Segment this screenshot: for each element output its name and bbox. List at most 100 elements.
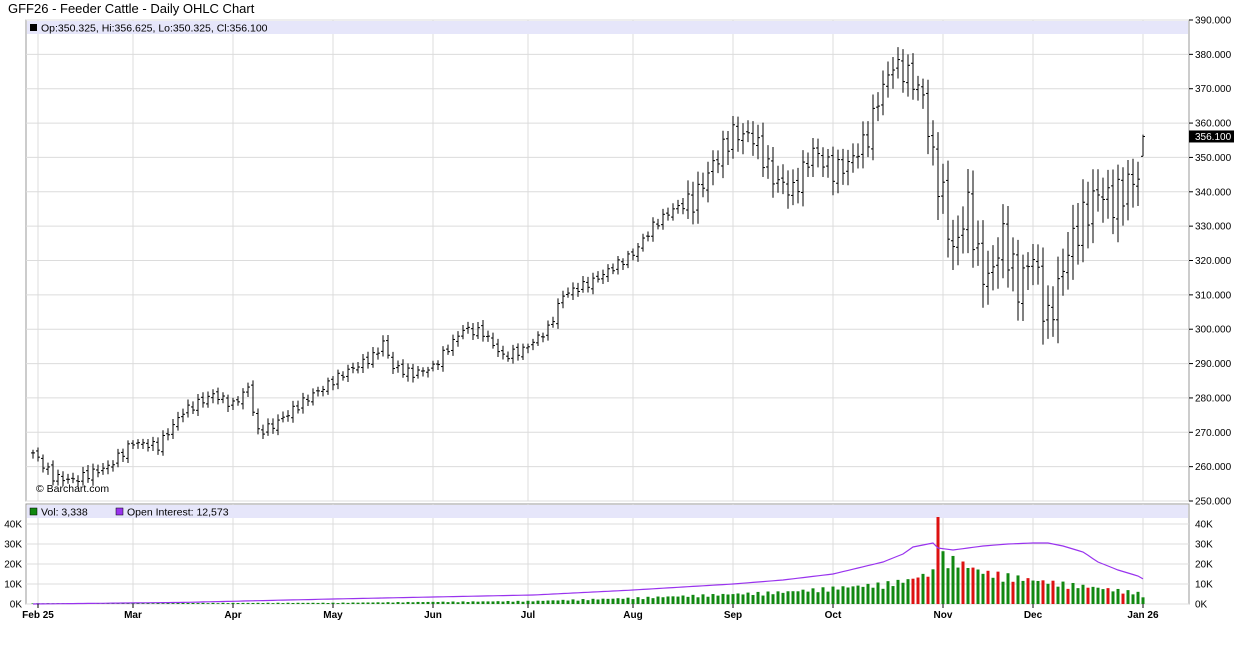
volume-bar bbox=[1086, 587, 1090, 604]
price-panel: 250.000 260.000 270.000 280.000 290.000 300.0… bbox=[25, 16, 1234, 508]
volume-bar bbox=[341, 602, 345, 604]
volume-bar bbox=[566, 600, 570, 604]
oi-legend-label: Open Interest: 12,573 bbox=[127, 507, 229, 519]
volume-bar bbox=[801, 589, 805, 604]
volume-bar bbox=[841, 586, 845, 604]
volume-bar bbox=[251, 602, 255, 604]
volume-bar bbox=[146, 602, 150, 604]
volume-bar bbox=[191, 602, 195, 604]
volume-bar bbox=[166, 602, 170, 604]
volume-bar bbox=[861, 586, 865, 604]
price-tick-label: 360.000 bbox=[1195, 119, 1232, 130]
volume-bar bbox=[201, 602, 205, 604]
volume-bar bbox=[1126, 590, 1130, 604]
volume-bar bbox=[541, 600, 545, 604]
price-tick-label: 270.000 bbox=[1195, 428, 1232, 439]
volume-bar bbox=[1071, 582, 1075, 604]
volume-bar bbox=[561, 599, 565, 604]
volume-bar bbox=[631, 599, 635, 604]
volume-bar bbox=[236, 602, 240, 604]
volume-bar bbox=[636, 597, 640, 604]
volume-bar bbox=[306, 602, 310, 604]
volume-bar bbox=[1026, 578, 1030, 604]
volume-bar bbox=[336, 603, 340, 604]
volume-bars bbox=[31, 517, 1145, 604]
price-tick-label: 290.000 bbox=[1195, 359, 1232, 370]
volume-bar bbox=[996, 571, 1000, 604]
volume-left-tick-label: 30K bbox=[4, 540, 22, 551]
volume-bar bbox=[231, 602, 235, 604]
volume-bar bbox=[301, 602, 305, 604]
volume-bar bbox=[641, 599, 645, 604]
volume-bar bbox=[456, 602, 460, 604]
volume-bar bbox=[546, 600, 550, 604]
volume-bar bbox=[411, 602, 415, 604]
volume-bar bbox=[906, 579, 910, 604]
volume-bar bbox=[366, 602, 370, 604]
volume-bar bbox=[786, 591, 790, 604]
volume-bar bbox=[531, 601, 535, 604]
volume-bar bbox=[556, 600, 560, 604]
volume-bar bbox=[206, 603, 210, 604]
volume-bar bbox=[866, 583, 870, 604]
volume-bar bbox=[706, 596, 710, 604]
volume-bar bbox=[406, 601, 410, 604]
volume-bar bbox=[661, 597, 665, 604]
volume-bar bbox=[481, 601, 485, 604]
volume-bar bbox=[836, 589, 840, 604]
volume-bar bbox=[626, 597, 630, 604]
volume-bar bbox=[521, 601, 525, 604]
volume-bar bbox=[666, 596, 670, 604]
price-tick-label: 310.000 bbox=[1195, 290, 1232, 301]
volume-left-tick-label: 40K bbox=[4, 520, 22, 531]
volume-bar bbox=[671, 596, 675, 604]
volume-bar bbox=[721, 593, 725, 604]
price-tick-label: 300.000 bbox=[1195, 325, 1232, 336]
volume-bar bbox=[751, 594, 755, 604]
info-bar-text: Op:350.325, Hi:356.625, Lo:350.325, Cl:3… bbox=[41, 23, 268, 35]
volume-bar bbox=[446, 602, 450, 604]
volume-bar bbox=[601, 598, 605, 604]
volume-bar bbox=[296, 602, 300, 604]
volume-bar bbox=[771, 594, 775, 604]
price-axis: 250.000 260.000 270.000 280.000 290.000 300.0… bbox=[1189, 16, 1232, 508]
volume-bar bbox=[1031, 580, 1035, 604]
volume-bar bbox=[386, 602, 390, 604]
volume-right-tick-label: 10K bbox=[1195, 580, 1213, 591]
date-tick-label: Aug bbox=[623, 610, 642, 621]
volume-bar bbox=[826, 591, 830, 604]
price-tick-label: 380.000 bbox=[1195, 50, 1232, 61]
volume-bar bbox=[156, 602, 160, 604]
oi-legend-swatch bbox=[115, 507, 124, 516]
volume-right-tick-label: 0K bbox=[1195, 600, 1208, 611]
date-tick-label: Jun bbox=[424, 610, 442, 621]
volume-left-tick-label: 10K bbox=[4, 580, 22, 591]
volume-bar bbox=[606, 598, 610, 604]
volume-bar bbox=[711, 594, 715, 604]
volume-bar bbox=[676, 596, 680, 604]
date-tick-label: Feb 25 bbox=[22, 610, 54, 621]
volume-bar bbox=[896, 579, 900, 604]
volume-bar bbox=[831, 586, 835, 604]
barchart-watermark: © Barchart.com bbox=[36, 483, 109, 495]
volume-bar bbox=[246, 602, 250, 604]
volume-bar bbox=[981, 573, 985, 604]
volume-bar bbox=[261, 603, 265, 604]
volume-bar bbox=[141, 603, 145, 604]
volume-bar bbox=[1046, 583, 1050, 604]
volume-bar bbox=[161, 603, 165, 604]
volume-bar bbox=[1051, 580, 1055, 604]
volume-bar bbox=[691, 594, 695, 604]
price-tick-label: 350.000 bbox=[1195, 153, 1232, 164]
volume-bar bbox=[316, 602, 320, 604]
volume-bar bbox=[131, 603, 135, 604]
date-tick-label: Dec bbox=[1024, 610, 1043, 621]
volume-bar bbox=[281, 603, 285, 604]
date-tick-label: Mar bbox=[124, 610, 142, 621]
price-tick-label: 390.000 bbox=[1195, 16, 1232, 27]
volume-bar bbox=[466, 601, 470, 604]
volume-bar bbox=[871, 587, 875, 604]
volume-bar bbox=[756, 591, 760, 604]
volume-bar bbox=[181, 603, 185, 604]
volume-right-tick-label: 30K bbox=[1195, 540, 1213, 551]
